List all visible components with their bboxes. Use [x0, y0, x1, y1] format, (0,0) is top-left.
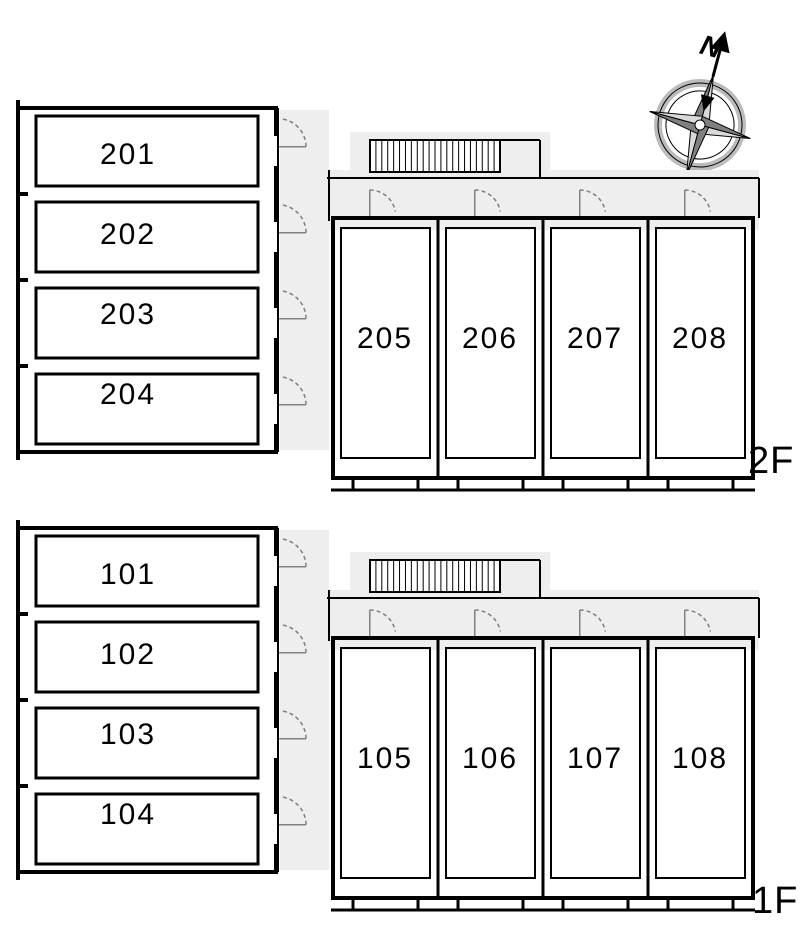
room-label: 104: [100, 798, 156, 831]
room-label: 208: [672, 322, 728, 355]
room-label: 201: [100, 138, 156, 171]
floor-plan-canvas: N 20120220320420520620720810110210310410…: [0, 0, 800, 940]
room-label: 106: [462, 742, 518, 775]
room-label: 206: [462, 322, 518, 355]
room-label: 202: [100, 218, 156, 251]
room-label: 204: [100, 378, 156, 411]
room-label: 108: [672, 742, 728, 775]
room-label: 105: [357, 742, 413, 775]
room-label: 205: [357, 322, 413, 355]
floor-label: 2F: [748, 440, 794, 483]
floor-plan-drawing: 201 202 203 204 205 206 207 208 101 102 103 104 105 1…: [0, 0, 800, 940]
room-label: 203: [100, 298, 156, 331]
room-label: 207: [567, 322, 623, 355]
room-label: 107: [567, 742, 623, 775]
room-label: 102: [100, 638, 156, 671]
room-label: 103: [100, 718, 156, 751]
floor-label: 1F: [752, 880, 798, 923]
room-label: 101: [100, 558, 156, 591]
